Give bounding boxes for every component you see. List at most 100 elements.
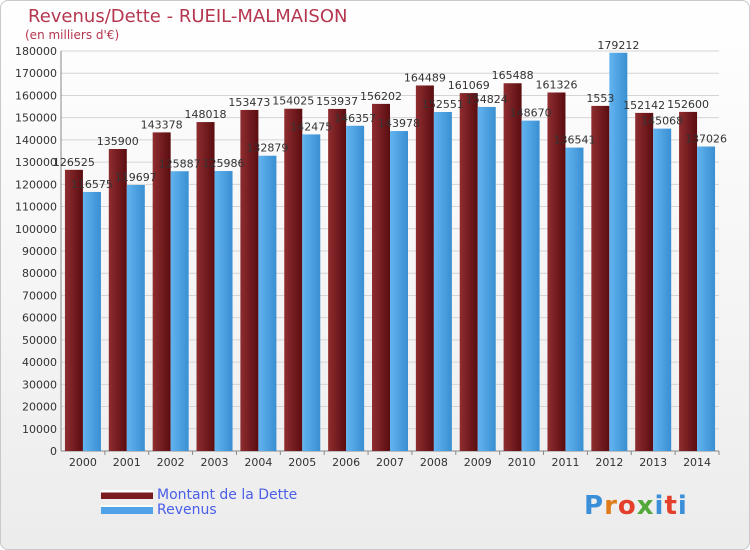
logo-letter: P: [584, 491, 605, 521]
bar-dette: [64, 169, 83, 452]
data-label-dette: 161326: [535, 78, 577, 91]
bar-dette: [679, 111, 698, 451]
y-tick-label: 20000: [22, 401, 57, 414]
bar-dette: [196, 122, 215, 452]
data-label-dette: 154025: [272, 95, 314, 108]
data-label-revenus: 146357: [334, 112, 376, 125]
x-tick-label: 2002: [157, 456, 185, 469]
x-tick-label: 2006: [332, 456, 360, 469]
bar-dette: [503, 83, 522, 451]
bar-revenus: [258, 155, 277, 452]
x-tick-label: 2003: [201, 456, 229, 469]
data-label-dette: 156202: [360, 90, 402, 103]
bar-revenus: [477, 106, 496, 452]
bar-revenus: [170, 171, 189, 452]
bar-revenus: [82, 191, 101, 451]
logo-letter: o: [617, 491, 637, 521]
bar-dette: [108, 149, 127, 451]
bar-revenus: [126, 185, 145, 452]
legend-swatch-revenus: [101, 505, 153, 514]
y-tick-label: 120000: [15, 178, 57, 191]
y-tick-label: 0: [50, 445, 57, 458]
x-tick-label: 2001: [113, 456, 141, 469]
legend-item-dette[interactable]: Montant de la Dette: [101, 486, 298, 503]
data-label-revenus: 145068: [641, 115, 683, 128]
data-label-revenus: 179212: [597, 39, 639, 52]
chart-title: Revenus/Dette - RUEIL-MALMAISON: [28, 6, 348, 27]
bar-dette: [240, 109, 259, 452]
data-label-revenus: 143978: [378, 117, 420, 130]
y-tick-label: 80000: [22, 267, 57, 280]
y-tick-label: 40000: [22, 356, 57, 369]
data-label-revenus: 116575: [71, 178, 113, 191]
y-tick-label: 160000: [15, 89, 57, 102]
data-label-revenus: 119697: [115, 171, 157, 184]
x-tick-label: 2005: [288, 456, 316, 469]
data-label-dette: 153937: [316, 95, 358, 108]
y-tick-label: 130000: [15, 156, 57, 169]
data-label-revenus: 148670: [510, 107, 552, 120]
legend-label-revenus: Revenus: [157, 501, 217, 518]
legend-label-dette: Montant de la Dette: [157, 486, 298, 503]
y-tick-label: 170000: [15, 67, 57, 80]
proxiti-logo: Proxiti: [584, 491, 688, 521]
y-tick-label: 70000: [22, 289, 57, 302]
bar-dette: [415, 85, 434, 452]
x-tick-label: 2000: [69, 456, 97, 469]
x-tick-label: 2004: [244, 456, 272, 469]
y-tick-label: 60000: [22, 312, 57, 325]
data-label-dette: 1553: [586, 92, 614, 105]
y-tick-label: 10000: [22, 423, 57, 436]
y-tick-label: 30000: [22, 378, 57, 391]
y-tick-label: 140000: [15, 134, 57, 147]
y-tick-label: 90000: [22, 245, 57, 258]
data-label-dette: 135900: [97, 135, 139, 148]
x-tick-label: 2007: [376, 456, 404, 469]
bar-dette: [459, 93, 478, 452]
legend-swatch-dette: [101, 490, 153, 499]
y-tick-label: 180000: [15, 45, 57, 58]
logo-letter: i: [677, 491, 688, 521]
legend: Montant de la Dette Revenus: [101, 486, 298, 518]
logo-letter: t: [664, 491, 678, 521]
data-label-dette: 148018: [185, 108, 227, 121]
data-label-revenus: 125887: [159, 157, 201, 170]
logo-letter: r: [604, 491, 618, 521]
data-label-revenus: 137026: [685, 132, 727, 145]
data-label-dette: 143378: [141, 118, 183, 131]
y-tick-label: 150000: [15, 112, 57, 125]
data-label-revenus: 152551: [422, 98, 464, 111]
logo-letter: i: [654, 491, 665, 521]
bar-dette: [372, 103, 390, 451]
legend-item-revenus[interactable]: Revenus: [101, 501, 297, 518]
bar-dette: [328, 108, 347, 451]
bar-revenus: [433, 111, 452, 452]
data-label-revenus: 154824: [466, 93, 508, 106]
x-tick-label: 2009: [464, 456, 492, 469]
y-tick-label: 100000: [15, 223, 57, 236]
data-label-revenus: 132879: [246, 142, 288, 155]
data-label-revenus: 136541: [553, 134, 595, 147]
x-tick-label: 2010: [508, 456, 536, 469]
chart-subtitle: (en milliers d'€): [25, 28, 120, 42]
bar-dette: [284, 108, 303, 451]
bar-revenus: [697, 146, 716, 451]
data-label-dette: 152142: [623, 99, 665, 112]
x-tick-label: 2011: [551, 456, 579, 469]
bar-dette: [635, 112, 654, 451]
x-tick-label: 2008: [420, 456, 448, 469]
x-tick-label: 2012: [595, 456, 623, 469]
bar-revenus: [565, 147, 584, 451]
y-tick-label: 110000: [15, 201, 57, 214]
data-label-dette: 165488: [492, 69, 534, 82]
data-label-revenus: 142475: [290, 120, 332, 133]
bar-revenus: [302, 134, 321, 451]
x-tick-label: 2014: [683, 456, 711, 469]
bar-dette: [547, 92, 566, 452]
y-tick-label: 50000: [22, 334, 57, 347]
bar-revenus: [609, 52, 628, 452]
bar-revenus: [521, 120, 540, 451]
bar-dette: [152, 132, 171, 452]
